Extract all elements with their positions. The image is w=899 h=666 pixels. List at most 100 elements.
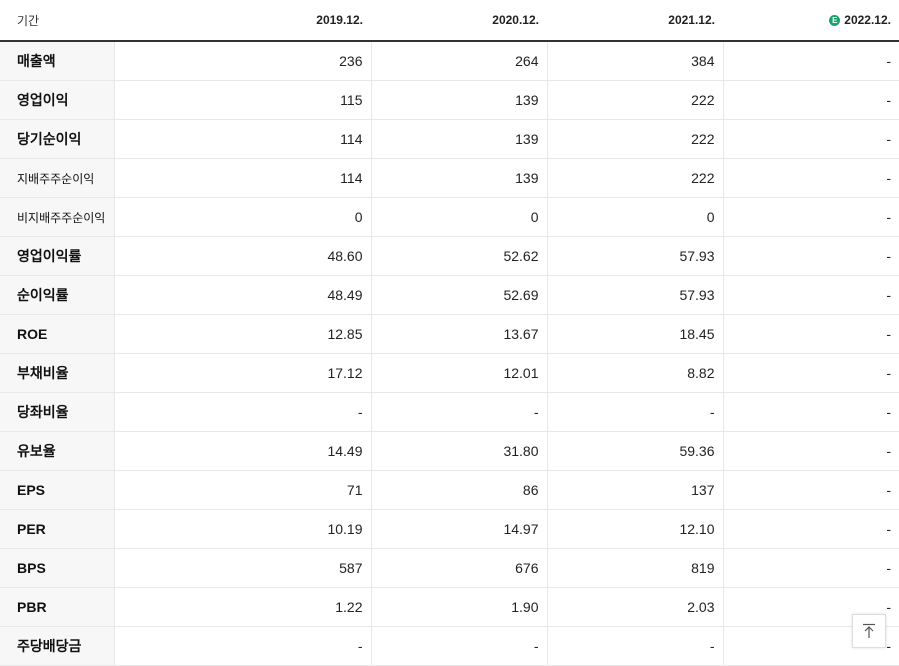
table-row: PER 10.19 14.97 12.10- (0, 509, 899, 549)
cell-2022: - (722, 119, 899, 159)
arrow-up-to-line-icon (863, 623, 875, 638)
cell-2022: - (722, 548, 899, 588)
header-row: 기간 2019.12. 2020.12. 2021.12. E 2022.12. (0, 0, 899, 42)
cell-2020: - (370, 626, 547, 666)
cell-2021: 8.82 (546, 353, 723, 393)
cell-2022: - (722, 41, 899, 81)
cell-2019: 17.12 (113, 353, 371, 393)
cell-2022: - (722, 80, 899, 120)
cell-2020: 12.01 (370, 353, 547, 393)
table-body: 매출액 236 264 384- 영업이익 115 139 222- 당기순이익 114 139 22… (0, 41, 899, 666)
cell-2021: 222 (546, 158, 723, 198)
cell-2019: 48.60 (113, 236, 371, 276)
cell-2020: 139 (370, 119, 547, 159)
cell-2020: 52.69 (370, 275, 547, 315)
cell-2022: - (722, 470, 899, 510)
cell-2021: - (546, 626, 723, 666)
table-row: ROE 12.85 13.67 18.45- (0, 314, 899, 354)
row-label: 매출액 (0, 41, 114, 81)
cell-2019: 48.49 (113, 275, 371, 315)
cell-2021: 222 (546, 119, 723, 159)
table-row: 부채비율 17.12 12.01 8.82- (0, 353, 899, 393)
cell-2021: 57.93 (546, 236, 723, 276)
row-label: 비지배주주순이익 (0, 197, 114, 237)
cell-2021: 222 (546, 80, 723, 120)
period-header-2021: 2021.12. (547, 0, 723, 42)
cell-2022: - (722, 197, 899, 237)
cell-2019: 1.22 (113, 587, 371, 627)
cell-2022: - (722, 392, 899, 432)
cell-2020: 14.97 (370, 509, 547, 549)
cell-2020: 31.80 (370, 431, 547, 471)
cell-2019: 114 (113, 158, 371, 198)
table-row: 지배주주순이익 114 139 222- (0, 158, 899, 198)
cell-2019: 10.19 (113, 509, 371, 549)
table-row: PBR 1.22 1.90 2.03- (0, 587, 899, 627)
cell-2019: 236 (113, 41, 371, 81)
period-header-2022-estimate: E 2022.12. (723, 0, 899, 42)
cell-2020: 264 (370, 41, 547, 81)
table-header: 기간 2019.12. 2020.12. 2021.12. E 2022.12. (0, 0, 899, 42)
row-label: BPS (0, 548, 114, 588)
cell-2019: 14.49 (113, 431, 371, 471)
cell-2021: - (546, 392, 723, 432)
cell-2021: 18.45 (546, 314, 723, 354)
cell-2022: - (722, 236, 899, 276)
cell-2019: 587 (113, 548, 371, 588)
row-label: 영업이익 (0, 80, 114, 120)
cell-2019: 71 (113, 470, 371, 510)
scroll-to-top-button[interactable] (852, 614, 886, 648)
cell-2022: - (722, 314, 899, 354)
period-header-2022-label: 2022.12. (844, 13, 891, 27)
row-label: PBR (0, 587, 114, 627)
cell-2020: 676 (370, 548, 547, 588)
row-label: 순이익률 (0, 275, 114, 315)
cell-2020: 13.67 (370, 314, 547, 354)
cell-2020: 139 (370, 158, 547, 198)
row-label: PER (0, 509, 114, 549)
table-row: 주당배당금 - - - - (0, 626, 899, 666)
cell-2021: 0 (546, 197, 723, 237)
row-label: 당좌비율 (0, 392, 114, 432)
period-header-label: 기간 (0, 0, 114, 42)
cell-2019: 115 (113, 80, 371, 120)
row-label: 영업이익률 (0, 236, 114, 276)
cell-2019: 0 (113, 197, 371, 237)
period-header-2020: 2020.12. (371, 0, 547, 42)
table-row: 영업이익률 48.60 52.62 57.93- (0, 236, 899, 276)
row-label: 부채비율 (0, 353, 114, 393)
row-label: 유보율 (0, 431, 114, 471)
cell-2022: - (722, 431, 899, 471)
table-row: 영업이익 115 139 222- (0, 80, 899, 120)
cell-2020: 139 (370, 80, 547, 120)
row-label: EPS (0, 470, 114, 510)
table-row: EPS 71 86 137- (0, 470, 899, 510)
cell-2021: 59.36 (546, 431, 723, 471)
cell-2019: - (113, 392, 371, 432)
row-label: 주당배당금 (0, 626, 114, 666)
cell-2020: 1.90 (370, 587, 547, 627)
cell-2022: - (722, 509, 899, 549)
cell-2019: 12.85 (113, 314, 371, 354)
table-row: 유보율 14.49 31.80 59.36- (0, 431, 899, 471)
cell-2020: - (370, 392, 547, 432)
cell-2020: 0 (370, 197, 547, 237)
table-row: 매출액 236 264 384- (0, 41, 899, 81)
row-label: ROE (0, 314, 114, 354)
cell-2019: 114 (113, 119, 371, 159)
table-row: BPS 587 676 819- (0, 548, 899, 588)
cell-2021: 2.03 (546, 587, 723, 627)
cell-2021: 819 (546, 548, 723, 588)
cell-2021: 57.93 (546, 275, 723, 315)
cell-2021: 137 (546, 470, 723, 510)
cell-2019: - (113, 626, 371, 666)
estimate-badge-icon: E (829, 15, 841, 26)
table-row: 당기순이익 114 139 222- (0, 119, 899, 159)
cell-2021: 384 (546, 41, 723, 81)
period-header-2019: 2019.12. (114, 0, 371, 42)
cell-2022: - (722, 353, 899, 393)
table-row: 당좌비율 - - - - (0, 392, 899, 432)
table-row: 비지배주주순이익 0 0 0- (0, 197, 899, 237)
cell-2020: 86 (370, 470, 547, 510)
